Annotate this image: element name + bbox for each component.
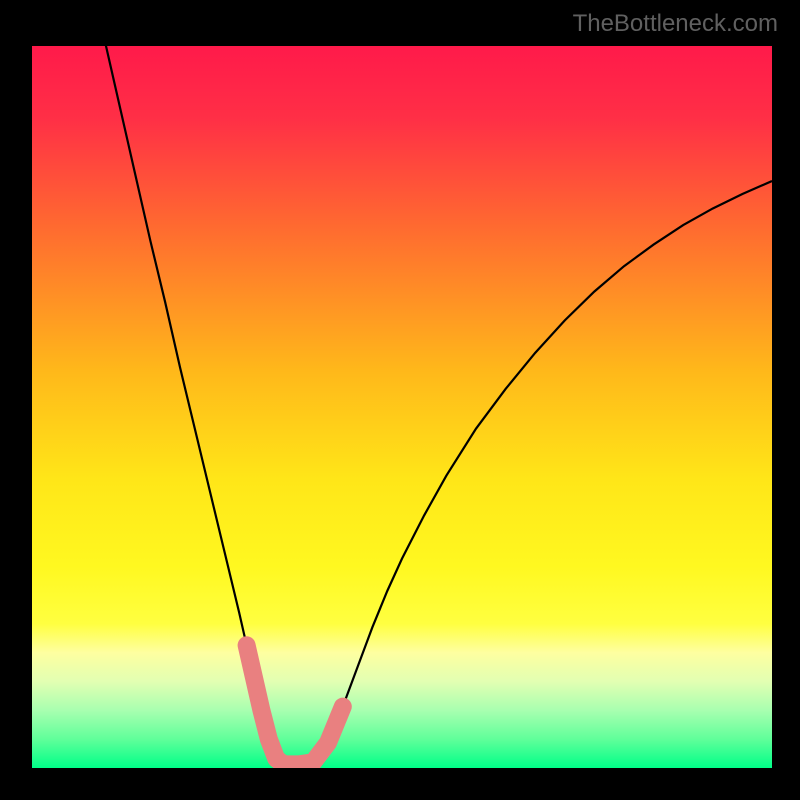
plot-area <box>32 46 772 768</box>
curve-left-branch <box>99 46 314 764</box>
curve-layer <box>32 46 772 768</box>
watermark-text: TheBottleneck.com <box>573 10 778 38</box>
curve-right-branch <box>313 181 772 762</box>
marker-overlay <box>247 645 343 764</box>
figure-root: TheBottleneck.com <box>0 0 800 800</box>
